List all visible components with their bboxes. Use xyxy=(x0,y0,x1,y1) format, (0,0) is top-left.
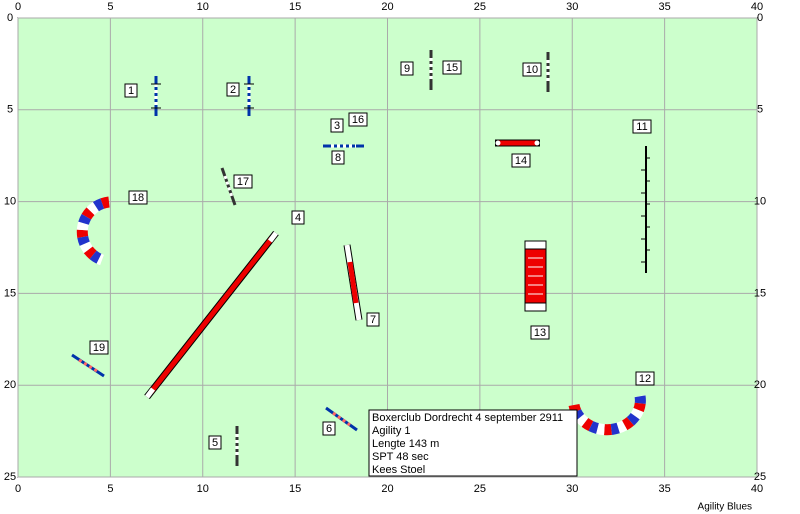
tire xyxy=(495,139,540,147)
y-tick-label: 15 xyxy=(754,287,766,299)
label-box xyxy=(291,210,305,225)
obstacle-number: 2 xyxy=(230,84,236,96)
y-tick-label: 20 xyxy=(754,379,766,391)
x-tick-label: 35 xyxy=(659,483,671,495)
x-tick-label: 35 xyxy=(659,1,671,13)
x-tick-label: 25 xyxy=(474,483,486,495)
label-box xyxy=(442,60,462,75)
y-tick-label: 20 xyxy=(4,379,16,391)
obstacle-number: 7 xyxy=(370,314,376,326)
label-box xyxy=(322,421,336,436)
y-tick-label: 10 xyxy=(754,196,766,208)
obstacle-number: 9 xyxy=(404,63,410,75)
y-tick-label: 5 xyxy=(7,104,13,116)
x-tick-label: 30 xyxy=(566,1,578,13)
label-box xyxy=(366,312,380,327)
obstacle-number: 16 xyxy=(352,114,364,126)
obstacle-number: 17 xyxy=(237,176,249,188)
x-tick-label: 20 xyxy=(381,483,393,495)
obstacle-number: 14 xyxy=(515,155,527,167)
x-tick-label: 5 xyxy=(107,1,113,13)
obstacle-number: 4 xyxy=(295,212,301,224)
chute xyxy=(524,240,547,312)
seesaw xyxy=(343,244,363,321)
x-tick-label: 0 xyxy=(15,1,21,13)
y-tick-label: 15 xyxy=(4,287,16,299)
label-box xyxy=(128,190,148,205)
label-box xyxy=(511,153,531,168)
jump xyxy=(71,353,105,378)
obstacles xyxy=(71,50,650,466)
x-tick-label: 15 xyxy=(289,1,301,13)
label-box xyxy=(208,435,222,450)
jump xyxy=(325,406,358,432)
obstacle-number: 8 xyxy=(335,152,341,164)
dog-walk xyxy=(144,230,279,400)
info-line: Kees Stoel xyxy=(372,464,425,476)
label-box xyxy=(632,119,652,134)
label-box xyxy=(89,340,109,355)
label-box xyxy=(226,82,240,97)
tunnel xyxy=(76,196,110,266)
tunnel xyxy=(568,395,646,436)
weave-poles xyxy=(641,146,650,273)
jump xyxy=(151,76,161,116)
info-line: Agility 1 xyxy=(372,425,411,437)
label-box xyxy=(330,118,344,133)
y-tick-label: 5 xyxy=(757,104,763,116)
label-box xyxy=(233,174,253,189)
x-tick-label: 40 xyxy=(751,483,763,495)
jump xyxy=(220,167,237,206)
x-tick-label: 40 xyxy=(751,1,763,13)
label-box xyxy=(522,62,542,77)
obstacle-number: 18 xyxy=(132,192,144,204)
obstacle-number: 12 xyxy=(639,373,651,385)
label-box xyxy=(348,112,368,127)
obstacle-number: 1 xyxy=(128,85,134,97)
x-tick-label: 20 xyxy=(381,1,393,13)
footer: Agility Blues xyxy=(698,502,752,513)
info-box: Boxerclub Dordrecht 4 september 2911 Agi… xyxy=(368,409,578,477)
obstacle-number: 11 xyxy=(636,121,647,133)
x-tick-label: 30 xyxy=(566,483,578,495)
y-tick-label: 0 xyxy=(757,12,763,24)
obstacle-number: 10 xyxy=(526,64,538,76)
jump xyxy=(244,76,254,116)
x-tick-label: 10 xyxy=(197,483,209,495)
obstacle-number: 15 xyxy=(446,62,458,74)
y-tick-label: 25 xyxy=(4,471,16,483)
info-line: Lengte 143 m xyxy=(372,438,439,450)
y-tick-label: 0 xyxy=(7,12,13,24)
label-box xyxy=(400,61,414,76)
obstacle-number: 6 xyxy=(326,423,332,435)
x-tick-label: 5 xyxy=(107,483,113,495)
y-tick-label: 25 xyxy=(754,471,766,483)
label-box xyxy=(124,83,138,98)
x-tick-label: 10 xyxy=(197,1,209,13)
y-tick-label: 10 xyxy=(4,196,16,208)
obstacle-number: 19 xyxy=(93,342,105,354)
x-tick-label: 15 xyxy=(289,483,301,495)
obstacle-number: 3 xyxy=(334,120,340,132)
x-tick-label: 25 xyxy=(474,1,486,13)
obstacle-number: 13 xyxy=(534,327,546,339)
obstacle-number: 5 xyxy=(212,437,218,449)
info-line: Boxerclub Dordrecht 4 september 2911 xyxy=(372,412,563,424)
x-tick-label: 0 xyxy=(15,483,21,495)
label-box xyxy=(331,150,345,165)
label-box xyxy=(635,371,655,386)
info-line: SPT 48 sec xyxy=(372,451,429,463)
label-box xyxy=(530,325,550,340)
